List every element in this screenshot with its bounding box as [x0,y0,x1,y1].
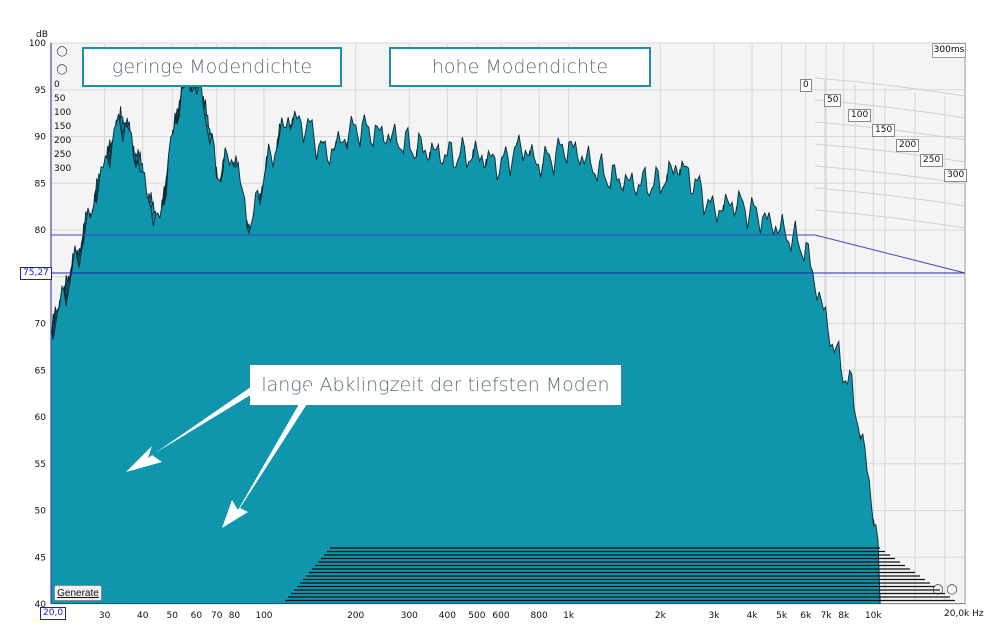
y-axis-label: dB [36,30,48,40]
zoom-icon[interactable]: ◯ [56,46,68,57]
generate-button[interactable]: Generate [54,585,102,601]
x-tick-label: 800 [531,611,548,621]
long-decay-annotation: lange Abklingzeit der tiefsten Moden [248,363,623,407]
x-tick-label: 50 [167,611,179,621]
x-tick-label: 2k [655,611,667,621]
y-tick-label: 95 [35,86,46,96]
x-tick-label: 300 [401,611,418,621]
x-tick-label: 6k [800,611,812,621]
x-tick-label: 500 [468,611,485,621]
y-tick-label: 55 [35,460,46,470]
time-tick-label: 50 [824,94,842,107]
x-tick-label: 10k [865,611,882,621]
zoom-out-icon[interactable]: ◯ [932,584,944,595]
floor-stripes [285,547,955,602]
x-tick-label: 100 [255,611,272,621]
x-tick-label: 4k [747,611,759,621]
x-tick-label: 1k [563,611,575,621]
left-time-tick-label: 200 [54,136,72,146]
x-tick-label: 30 [99,611,111,621]
x-tick-label: 3k [709,611,721,621]
x-tick-label: 7k [821,611,833,621]
x-axis-ticks: 30 40 50 60 70 80 100 200 300 400 500 600 800 1k 2k 3k 4… [99,611,882,621]
time-tick-label: 100 [848,109,872,122]
y-tick-label: 65 [35,366,46,376]
x-tick-label: 60 [191,611,203,621]
perspective-arc [814,187,966,207]
x-left-value-box[interactable]: 20,0 [40,607,67,620]
perspective-arc [814,77,966,97]
reset-icon[interactable]: ◯ [946,584,958,595]
x-tick-label: 5k [776,611,788,621]
y-tick-label: 70 [35,320,47,330]
x-tick-label: 80 [229,611,241,621]
reference-line [51,234,966,274]
y-axis-ticks: 100959085807570656055504540 [29,39,46,610]
time-tick-label: 200 [896,139,920,152]
y-tick-label: 50 [35,507,47,517]
pan-icon[interactable]: ◯ [56,64,68,75]
y-tick-label: 45 [35,553,46,563]
time-axis-label: 300ms [932,43,966,58]
y-tick-label: 40 [35,600,47,610]
left-time-tick-label: 300 [54,164,72,174]
time-tick-label: 150 [872,124,896,137]
time-tick-label: 300 [944,169,968,182]
x-right-value: 20,0k Hz [944,609,984,619]
left-time-tick-label: 100 [54,108,72,118]
x-tick-label: 200 [347,611,364,621]
left-time-tick-label: 150 [54,122,72,132]
y-tick-label: 60 [35,413,47,423]
y-tick-label: 85 [35,179,46,189]
left-time-tick-label: 0 [54,80,60,90]
low-density-annotation: geringe Modendichte [82,47,342,87]
y-tick-label: 80 [35,226,47,236]
perspective-arc [814,143,966,163]
y-tick-label: 90 [35,133,47,143]
x-tick-label: 400 [439,611,456,621]
perspective-arc [814,209,966,229]
y-tick-label: 100 [29,39,46,49]
x-tick-label: 70 [211,611,223,621]
time-tick-label: 0 [800,79,812,92]
x-tick-label: 8k [838,611,850,621]
high-density-annotation: hohe Modendichte [389,47,651,87]
left-time-tick-label: 250 [54,150,72,160]
left-time-tick-label: 50 [54,94,66,104]
x-tick-label: 40 [137,611,149,621]
cursor-value-box[interactable]: 75,27 [20,267,52,280]
x-tick-label: 600 [492,611,509,621]
time-tick-label: 250 [920,154,944,167]
